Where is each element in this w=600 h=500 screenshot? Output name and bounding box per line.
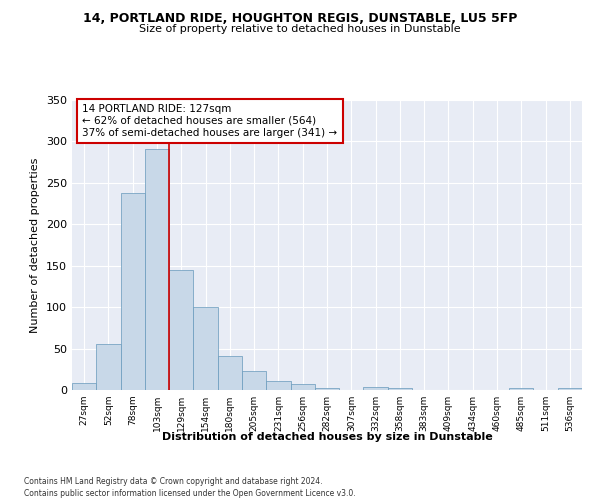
Bar <box>121 193 145 390</box>
Text: Contains public sector information licensed under the Open Government Licence v3: Contains public sector information licen… <box>24 489 356 498</box>
Bar <box>72 384 96 390</box>
Text: Contains HM Land Registry data © Crown copyright and database right 2024.: Contains HM Land Registry data © Crown c… <box>24 478 323 486</box>
Text: Size of property relative to detached houses in Dunstable: Size of property relative to detached ho… <box>139 24 461 34</box>
Text: Distribution of detached houses by size in Dunstable: Distribution of detached houses by size … <box>161 432 493 442</box>
Bar <box>290 384 315 390</box>
Bar <box>509 388 533 390</box>
Text: 14, PORTLAND RIDE, HOUGHTON REGIS, DUNSTABLE, LU5 5FP: 14, PORTLAND RIDE, HOUGHTON REGIS, DUNST… <box>83 12 517 26</box>
Bar <box>242 371 266 390</box>
Text: 14 PORTLAND RIDE: 127sqm
← 62% of detached houses are smaller (564)
37% of semi-: 14 PORTLAND RIDE: 127sqm ← 62% of detach… <box>82 104 337 138</box>
Bar <box>218 356 242 390</box>
Bar <box>388 388 412 390</box>
Bar <box>558 388 582 390</box>
Bar <box>145 149 169 390</box>
Bar <box>96 344 121 390</box>
Bar <box>169 270 193 390</box>
Bar <box>315 388 339 390</box>
Bar <box>193 307 218 390</box>
Bar <box>364 386 388 390</box>
Y-axis label: Number of detached properties: Number of detached properties <box>31 158 40 332</box>
Bar <box>266 381 290 390</box>
